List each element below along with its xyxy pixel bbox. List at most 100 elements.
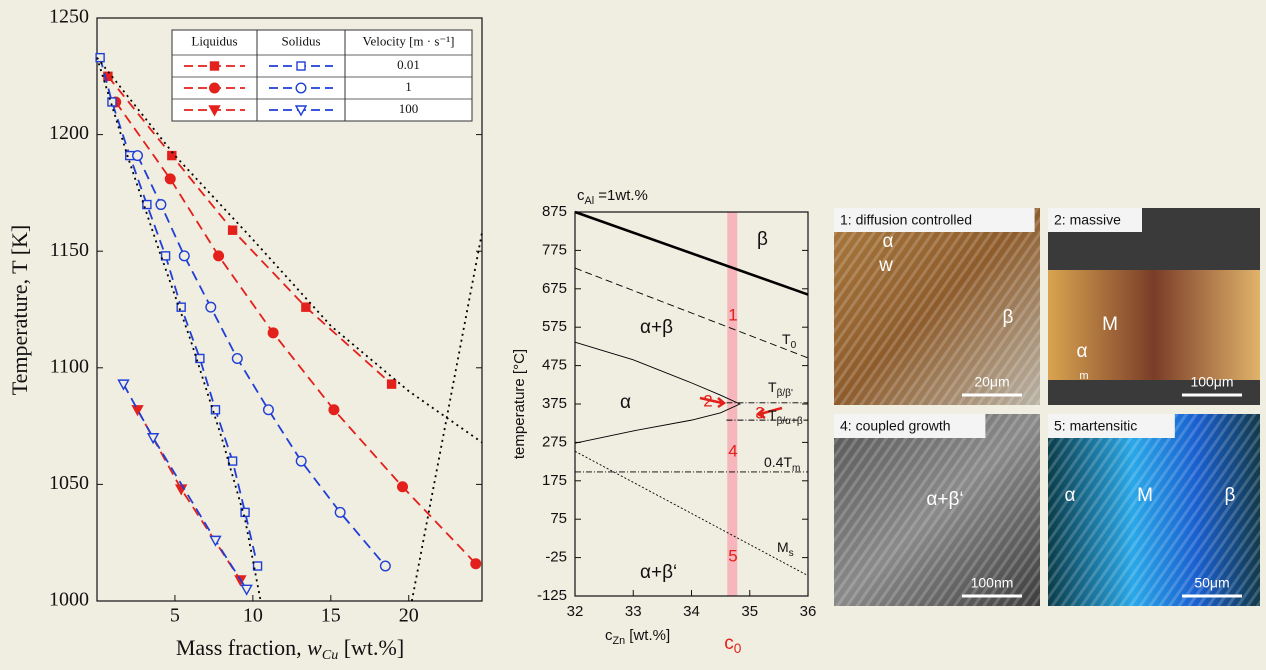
series-line xyxy=(575,451,808,575)
marker xyxy=(335,508,345,518)
x-axis-label-part: Mass fraction, xyxy=(176,635,307,660)
legend-velocity: 0.01 xyxy=(397,57,420,72)
micrograph-title: 1: diffusion controlled xyxy=(840,212,972,228)
marker xyxy=(302,303,310,311)
band-label-part: c xyxy=(724,633,734,654)
y-tick-label: 675 xyxy=(542,280,567,297)
phase-label: α xyxy=(1065,485,1076,506)
figure: 1000105011001150120012505101520Temperatu… xyxy=(0,0,1266,670)
x-tick-label: 20 xyxy=(399,605,419,627)
stage-label: 1 xyxy=(728,305,737,324)
region-label: α+β‘ xyxy=(640,562,677,583)
region-label: α xyxy=(620,392,631,413)
phase-label: α xyxy=(1077,341,1088,362)
x-tick-label: 5 xyxy=(170,605,180,627)
series-line xyxy=(138,156,386,566)
phase-label: α xyxy=(883,231,894,252)
region-label: α+β xyxy=(640,317,673,338)
marker xyxy=(156,200,166,210)
marker xyxy=(133,151,143,161)
phase-label: β xyxy=(1225,485,1236,506)
x-axis-label-part: Zn xyxy=(613,635,626,647)
x-tick-label: 15 xyxy=(321,605,341,627)
scale-label: 100μm xyxy=(1190,374,1233,390)
y-tick-label: 1050 xyxy=(49,472,89,494)
phase-label: m xyxy=(1079,370,1088,382)
marker xyxy=(179,251,189,261)
y-axis-label: temperature [°C] xyxy=(511,349,528,459)
marker xyxy=(206,302,216,312)
line-label-part: M xyxy=(777,539,789,555)
micrograph-title: 5: martensitic xyxy=(1054,418,1137,434)
y-tick-label: 1200 xyxy=(49,122,89,144)
line-label: 0.4Tm xyxy=(764,454,800,474)
scale-label: 20μm xyxy=(974,374,1009,390)
stage-label: 2 xyxy=(703,391,712,410)
x-axis-label: Mass fraction, wCu [wt.%] xyxy=(176,635,404,663)
x-tick-label: 36 xyxy=(800,603,817,620)
y-tick-label: 1250 xyxy=(49,6,89,28)
y-tick-label: 775 xyxy=(542,241,567,258)
series-line xyxy=(108,76,392,384)
x-axis-label-part: [wt.%] xyxy=(625,627,670,644)
band-label: c0 xyxy=(724,633,742,656)
line-label-part: β/β' xyxy=(777,388,793,399)
y-tick-label: 375 xyxy=(542,395,567,412)
phase-label: M xyxy=(1102,314,1118,335)
x-axis-label-part: w xyxy=(307,635,322,660)
marker xyxy=(242,585,252,594)
composition-note-part: Al xyxy=(585,195,595,207)
marker xyxy=(232,354,242,364)
line-label-part: 0.4T xyxy=(764,454,792,470)
phase-label: M xyxy=(1137,485,1153,506)
line-label-part: β/α+β xyxy=(777,416,803,427)
marker xyxy=(211,406,219,414)
marker xyxy=(296,456,306,466)
y-tick-label: 275 xyxy=(542,433,567,450)
x-tick-label: 10 xyxy=(243,605,263,627)
scale-label: 100nm xyxy=(971,575,1014,591)
phase-label: β xyxy=(1003,307,1014,328)
stage-label: 4 xyxy=(728,441,737,460)
y-tick-label: 175 xyxy=(542,472,567,489)
y-tick-label: 875 xyxy=(542,203,567,220)
y-tick-label: 475 xyxy=(542,357,567,374)
phase-label: w xyxy=(878,255,893,276)
line-label-part: m xyxy=(792,463,800,474)
region-label: β xyxy=(757,229,768,250)
line-label: Tβ/β' xyxy=(768,379,793,399)
series-line xyxy=(97,58,261,601)
composition-note-part: =1wt.% xyxy=(594,187,648,204)
line-label-part: 0 xyxy=(791,340,797,351)
y-tick-label: 1150 xyxy=(50,239,89,261)
line-label: Ms xyxy=(777,539,794,559)
composition-note: cAl =1wt.% xyxy=(577,187,648,207)
plot-frame xyxy=(575,212,808,596)
marker xyxy=(210,536,220,545)
marker xyxy=(229,226,237,234)
marker xyxy=(398,482,408,492)
legend-header: Solidus xyxy=(281,33,320,48)
x-axis-label-part: Cu xyxy=(322,648,338,663)
legend-header: Liquidus xyxy=(191,33,237,48)
marker xyxy=(148,434,158,443)
micrograph-title: 2: massive xyxy=(1054,212,1121,228)
y-tick-label: 1100 xyxy=(50,355,89,377)
stage-label: 5 xyxy=(728,546,737,565)
y-tick-label: -25 xyxy=(545,549,567,566)
page: 1000105011001150120012505101520Temperatu… xyxy=(0,0,1266,670)
x-axis-label: cZn [wt.%] xyxy=(605,627,670,647)
marker xyxy=(118,380,128,389)
y-tick-label: 1000 xyxy=(49,589,89,611)
series-line xyxy=(575,342,740,443)
micrographs xyxy=(834,208,1260,606)
legend-marker xyxy=(296,83,306,93)
series-line xyxy=(116,102,476,564)
y-axis-label: Temperature, T [K] xyxy=(7,225,32,396)
legend-velocity: 1 xyxy=(405,79,412,94)
marker xyxy=(264,405,274,415)
stage-label: 3 xyxy=(755,403,764,422)
legend-marker xyxy=(211,62,219,70)
legend-marker xyxy=(297,62,305,70)
legend-header: Velocity [m · s⁻¹] xyxy=(363,33,455,48)
